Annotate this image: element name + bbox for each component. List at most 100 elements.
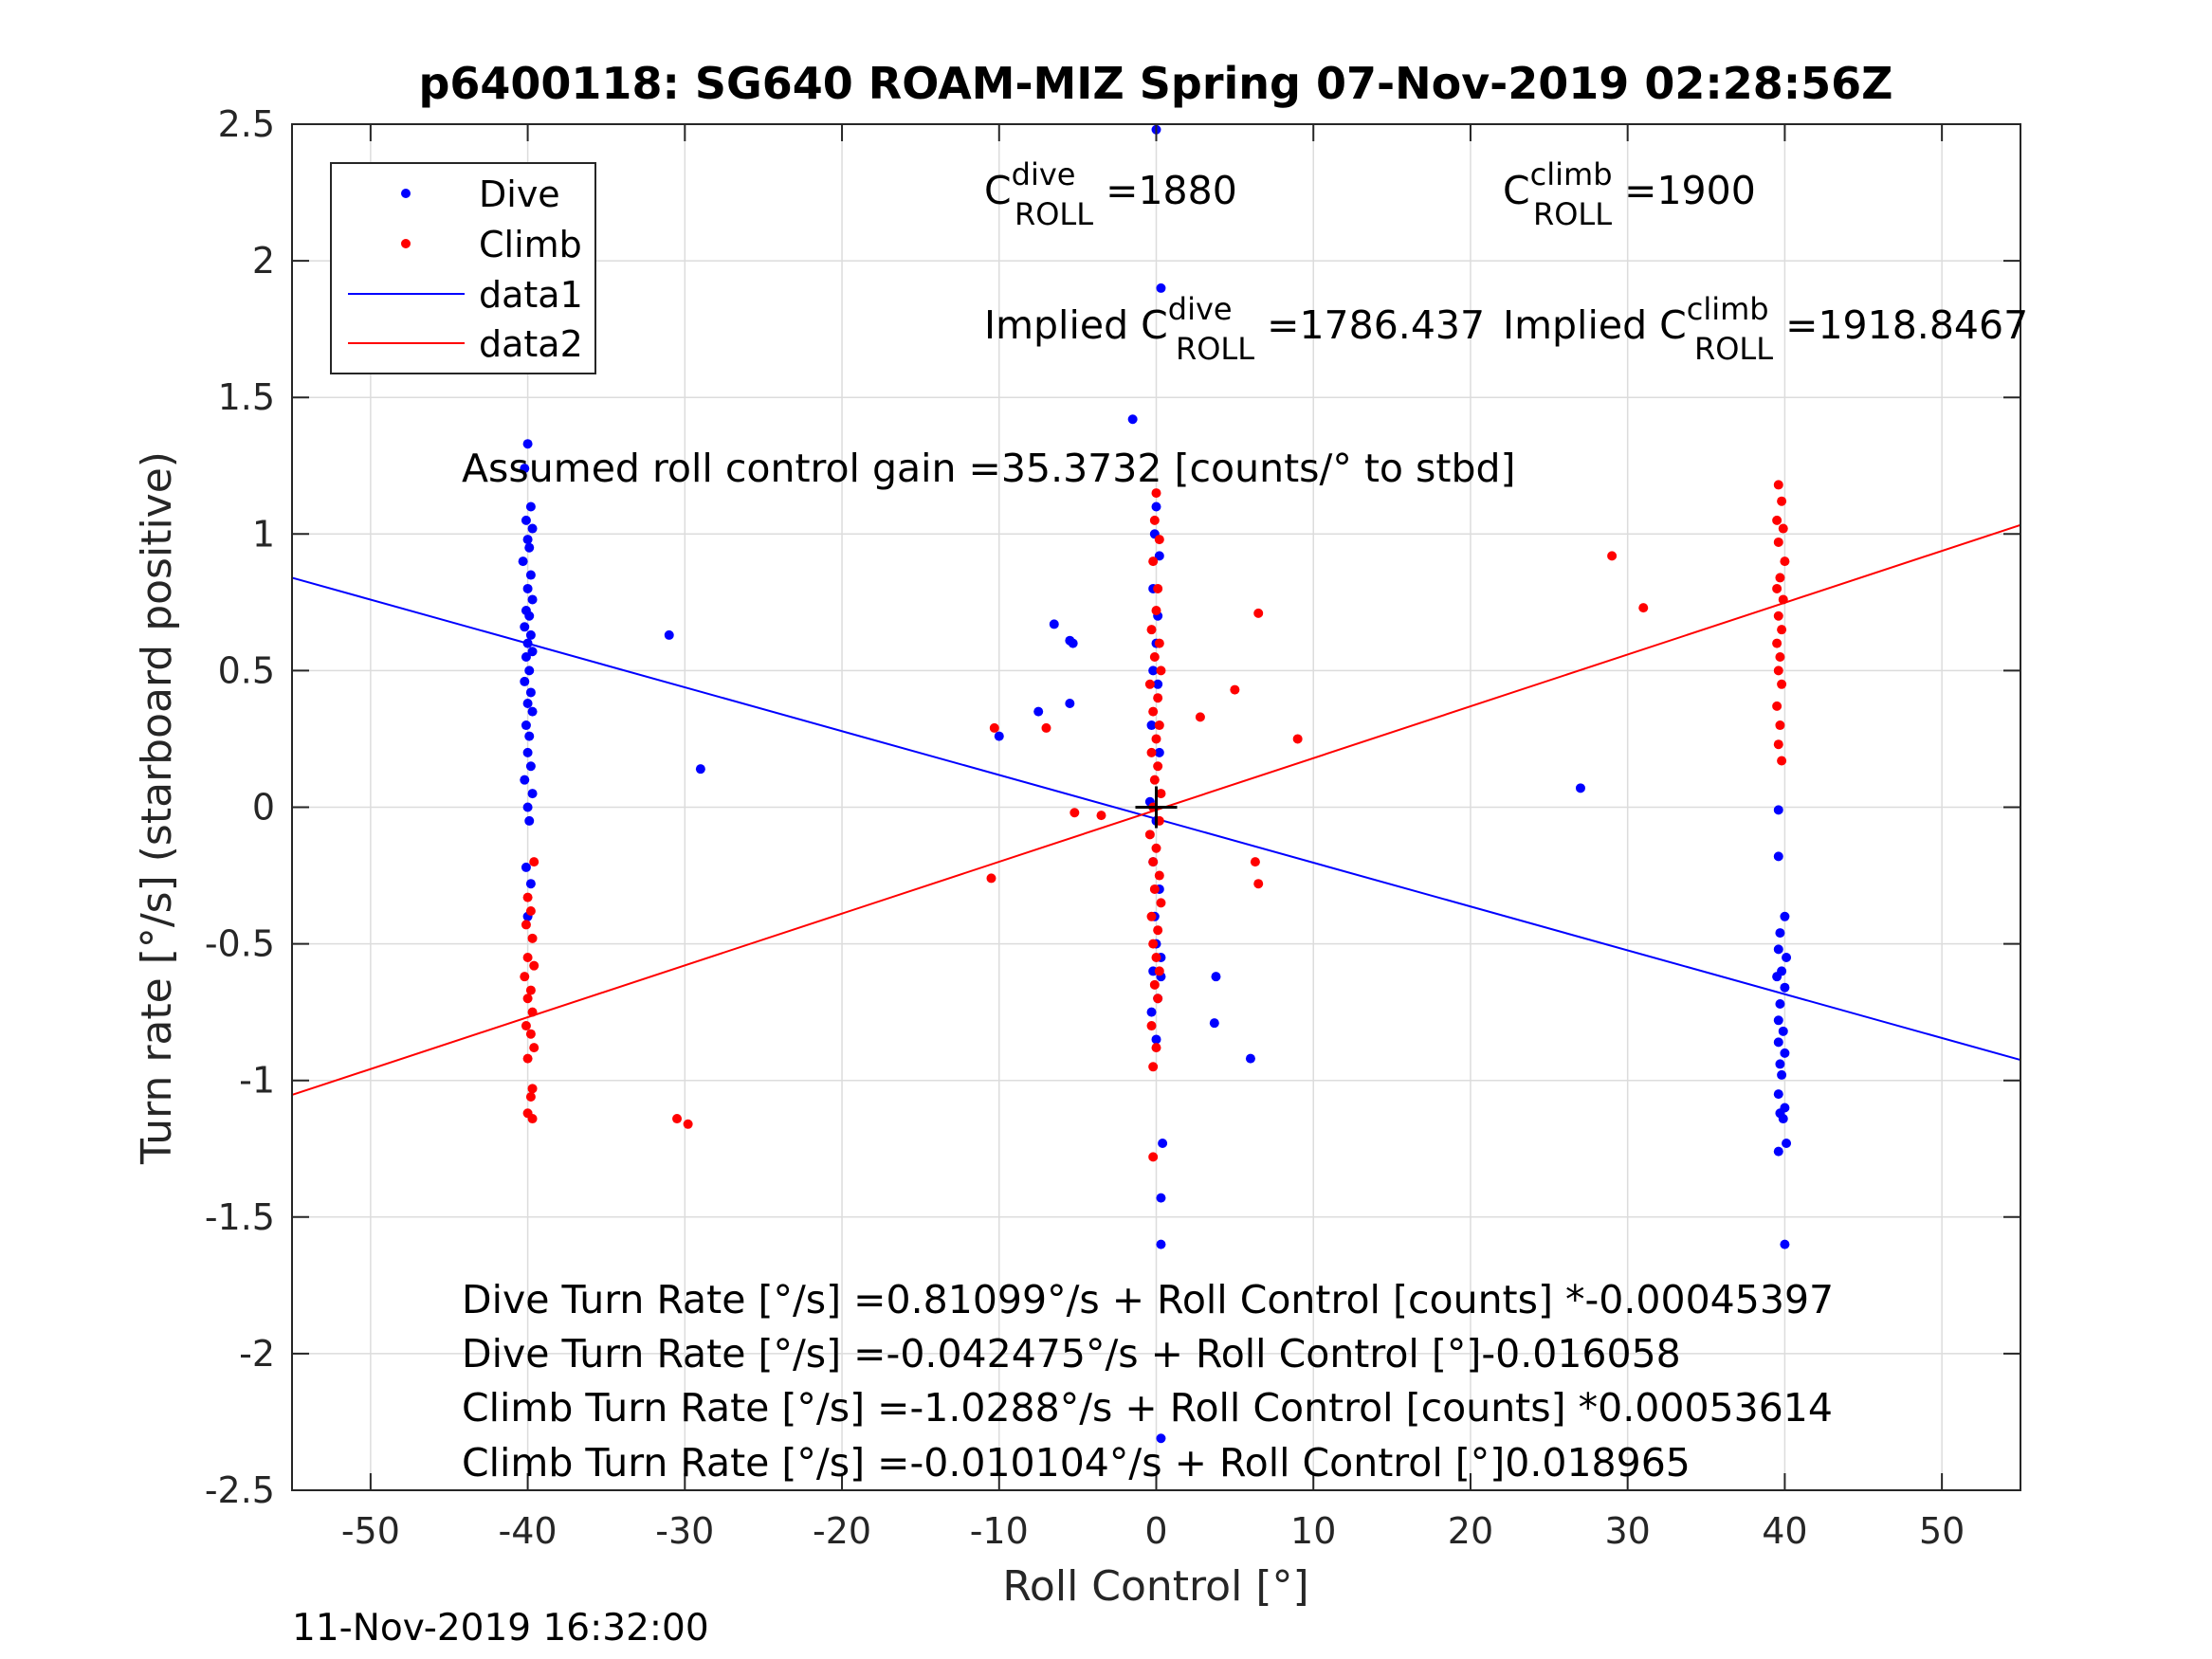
- dive-point: [522, 698, 533, 708]
- y-tick-label: 1.5: [218, 376, 275, 418]
- climb-point: [1144, 679, 1155, 689]
- dive-point: [520, 622, 530, 632]
- x-tick-label: 40: [1762, 1510, 1807, 1552]
- x-tick-label: 30: [1605, 1510, 1651, 1552]
- climb-point: [1778, 523, 1788, 534]
- climb-point: [1069, 808, 1080, 818]
- dive-point: [525, 687, 536, 698]
- climb-point: [529, 857, 539, 867]
- climb-point: [1154, 966, 1164, 976]
- dive-point: [1033, 706, 1044, 717]
- implied-climb-value: =1918.8467: [1773, 302, 2028, 348]
- dive-point: [527, 594, 538, 605]
- climb-point: [1149, 651, 1160, 662]
- dive-point: [1146, 720, 1157, 731]
- climb-point: [529, 960, 539, 971]
- legend-dive-marker: [401, 189, 411, 198]
- climb-point: [1253, 608, 1264, 618]
- climb-point: [1775, 651, 1785, 662]
- legend-data1-label: data1: [479, 274, 583, 316]
- dive-point: [522, 638, 533, 648]
- dive-point: [1780, 1048, 1790, 1058]
- dive-point: [527, 789, 538, 799]
- climb-point: [525, 1029, 536, 1039]
- dive-point: [1211, 972, 1221, 982]
- dive-point: [1773, 1015, 1783, 1026]
- y-tick-label: -2: [239, 1333, 275, 1375]
- x-tick-label: -20: [813, 1510, 871, 1552]
- y-tick-label: 2: [252, 240, 275, 282]
- climb-point: [522, 892, 533, 902]
- climb-point: [1292, 734, 1303, 744]
- climb-point: [1777, 756, 1787, 766]
- x-axis-label: Roll Control [°]: [1002, 1562, 1308, 1611]
- climb-point: [1151, 734, 1161, 744]
- legend-data2-label: data2: [479, 323, 583, 365]
- implied-climb-sup: climb: [1687, 291, 1769, 327]
- dive-point: [527, 647, 538, 657]
- climb-point: [1146, 747, 1157, 757]
- dive-point: [1209, 1018, 1219, 1029]
- legend: Dive Climb data1 data2: [330, 162, 596, 374]
- dive-point: [1156, 1193, 1166, 1203]
- climb-point: [1773, 537, 1783, 547]
- climb-point: [1638, 603, 1649, 613]
- dive-point: [524, 542, 535, 553]
- dive-point: [520, 464, 530, 474]
- climb-point: [1148, 1062, 1159, 1072]
- dive-point: [1156, 1433, 1166, 1444]
- equation-dive-degrees: Dive Turn Rate [°/s] =-0.042475°/s + Rol…: [462, 1331, 1681, 1376]
- dive-point: [522, 747, 533, 757]
- legend-climb-label: Climb: [479, 224, 582, 265]
- dive-point: [1775, 928, 1785, 939]
- climb-point: [1149, 884, 1160, 894]
- dive-point: [1775, 999, 1785, 1010]
- axis-ticks: -50 -40 -30 -20 -10 0 10 20 30 40 50-2.5-2-1.5-1-0…: [205, 103, 2020, 1552]
- climb-point: [525, 985, 536, 995]
- x-tick-label: 20: [1448, 1510, 1493, 1552]
- climb-point: [1772, 701, 1782, 711]
- dive-point: [1773, 805, 1783, 815]
- climb-point: [1149, 979, 1160, 990]
- climb-point: [1253, 879, 1264, 889]
- climb-point: [1773, 739, 1783, 750]
- climb-point: [527, 1114, 538, 1124]
- dive-point: [1778, 1114, 1788, 1124]
- dive-point: [520, 676, 530, 686]
- dive-point: [522, 439, 533, 449]
- climb-point: [1195, 712, 1205, 722]
- climb-point: [683, 1119, 693, 1129]
- climb-point: [1777, 679, 1787, 689]
- implied-dive-sup: dive: [1168, 291, 1233, 327]
- dive-point: [1773, 1089, 1783, 1100]
- dive-point: [1777, 1069, 1787, 1080]
- x-tick-label: 50: [1919, 1510, 1965, 1552]
- dive-point: [1151, 1034, 1161, 1045]
- dive-point: [1068, 638, 1078, 648]
- climb-point: [1146, 911, 1157, 921]
- dive-point: [1780, 1239, 1790, 1249]
- climb-point: [1773, 665, 1783, 676]
- implied-climb-prefix: Implied C: [1503, 302, 1687, 348]
- climb-point: [1778, 594, 1788, 605]
- climb-point: [1041, 722, 1051, 733]
- climb-point: [1156, 789, 1166, 799]
- dive-point: [1782, 1138, 1792, 1148]
- dive-point: [524, 731, 535, 741]
- dive-point: [1780, 911, 1790, 921]
- dive-point: [1780, 982, 1790, 993]
- climb-point: [1154, 870, 1164, 881]
- dive-point: [1773, 944, 1783, 955]
- dive-point: [1065, 698, 1075, 708]
- climb-point: [1154, 638, 1164, 648]
- climb-point: [1153, 994, 1163, 1004]
- dive-point: [1154, 551, 1164, 561]
- legend-box: [330, 162, 596, 374]
- climb-point: [1772, 583, 1782, 593]
- dive-point: [520, 775, 530, 785]
- dive-point: [525, 761, 536, 772]
- implied-dive-sub: ROLL: [1176, 331, 1254, 367]
- chart-title: p6400118: SG640 ROAM-MIZ Spring 07-Nov-2…: [418, 58, 1892, 109]
- climb-point: [525, 906, 536, 917]
- dive-point: [524, 611, 535, 621]
